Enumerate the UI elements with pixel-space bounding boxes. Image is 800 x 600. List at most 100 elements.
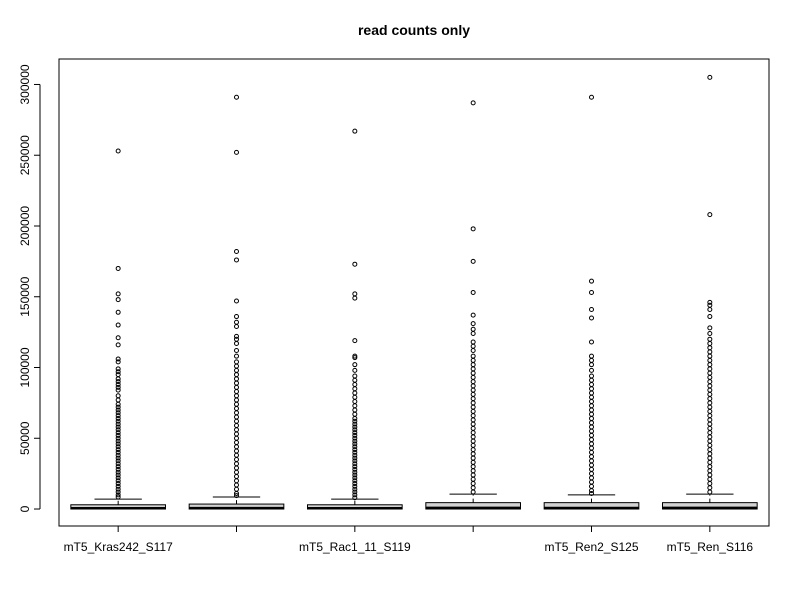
box-1	[70, 148, 166, 510]
outlier-point	[352, 444, 358, 450]
outlier-point	[352, 441, 358, 447]
outlier-point	[234, 363, 239, 369]
outlier-point	[115, 424, 121, 430]
outlier-point	[352, 373, 358, 379]
outlier-point	[115, 444, 121, 450]
outlier-point	[470, 438, 476, 444]
outlier-point	[352, 381, 358, 387]
outlier-point	[115, 397, 121, 403]
outlier-point	[352, 398, 358, 404]
outlier-point	[115, 384, 121, 390]
outlier-point	[470, 387, 476, 393]
outlier-point	[707, 336, 713, 342]
outlier-point	[115, 359, 121, 365]
outlier-point	[115, 404, 121, 410]
outlier-point	[352, 411, 358, 417]
outlier-point	[234, 478, 239, 484]
outlier-point	[352, 475, 358, 481]
outlier-point	[352, 483, 358, 489]
outlier-point	[352, 362, 358, 368]
outlier-point	[707, 442, 713, 448]
outlier-point	[234, 444, 239, 450]
outlier-point	[589, 471, 594, 477]
outlier-point	[352, 466, 358, 472]
outlier-point	[115, 489, 121, 495]
outlier-point	[589, 411, 594, 417]
outlier-point	[352, 407, 358, 413]
outlier-point	[352, 432, 358, 438]
outlier-point	[589, 377, 594, 383]
outlier-point	[352, 386, 358, 392]
outlier-point	[707, 438, 713, 444]
y-tick-label: 100000	[18, 347, 32, 387]
outlier-point	[470, 404, 476, 410]
outlier-point	[707, 396, 713, 402]
box-6	[662, 74, 758, 510]
outlier-point	[352, 418, 358, 424]
outlier-point	[115, 379, 121, 385]
outlier-point	[234, 440, 239, 446]
outlier-point	[707, 349, 713, 355]
outlier-point	[115, 458, 121, 464]
outlier-point	[707, 353, 713, 359]
outlier-point	[589, 381, 594, 387]
outlier-point	[589, 432, 594, 438]
outlier-point	[470, 348, 476, 354]
outlier-point	[707, 362, 713, 368]
outlier-point	[707, 370, 713, 376]
outlier-point	[707, 302, 713, 308]
outlier-point	[589, 415, 594, 421]
outlier-point	[352, 291, 358, 297]
outlier-point	[470, 362, 476, 368]
outlier-point	[234, 465, 239, 471]
outlier-point	[589, 490, 594, 496]
outlier-point	[234, 323, 239, 329]
outlier-point	[352, 464, 358, 470]
outlier-point	[115, 335, 121, 341]
outlier-point	[707, 357, 713, 363]
outlier-point	[352, 367, 358, 373]
outlier-point	[707, 340, 713, 346]
outlier-point	[352, 338, 358, 344]
outlier-point	[352, 377, 358, 383]
outlier-point	[470, 321, 476, 327]
outlier-point	[470, 353, 476, 359]
box-5	[543, 94, 640, 510]
outlier-point	[234, 380, 239, 386]
outlier-point	[707, 404, 713, 410]
outlier-point	[115, 410, 121, 416]
outlier-point	[707, 345, 713, 351]
outlier-point	[707, 417, 713, 423]
outlier-point	[115, 413, 121, 419]
outlier-point	[589, 290, 594, 295]
outlier-point	[234, 418, 239, 424]
outlier-point	[589, 398, 594, 404]
outlier-point	[707, 325, 713, 331]
outlier-point	[352, 427, 358, 433]
x-tick-label: mT5_Rac1_11_S119	[299, 540, 411, 554]
outlier-point	[115, 432, 121, 438]
outlier-point	[352, 421, 358, 427]
outlier-point	[470, 258, 476, 264]
outlier-point	[234, 319, 239, 325]
outlier-point	[115, 492, 121, 498]
outlier-point	[470, 343, 476, 349]
outlier-point	[234, 473, 239, 479]
outlier-point	[470, 370, 476, 376]
outlier-point	[115, 407, 121, 413]
outlier-point	[470, 379, 476, 385]
outlier-point	[115, 472, 121, 478]
outlier-point	[234, 427, 239, 433]
outlier-point	[707, 481, 713, 487]
outlier-point	[115, 297, 121, 303]
outlier-point	[352, 415, 358, 421]
outlier-point	[470, 447, 476, 453]
outlier-point	[115, 481, 121, 487]
outlier-point	[234, 389, 239, 395]
outlier-point	[707, 391, 713, 397]
x-axis: mT5_Kras242_S117 mT5_Rac1_11_S119 mT5_Ren2…	[64, 525, 753, 554]
x-tick-label: mT5_Ren2_S125	[544, 540, 638, 554]
y-axis: 0 50000 100000 150000 200000 250000 300000	[18, 64, 41, 512]
outlier-point	[470, 472, 476, 478]
outlier-point	[115, 369, 121, 375]
